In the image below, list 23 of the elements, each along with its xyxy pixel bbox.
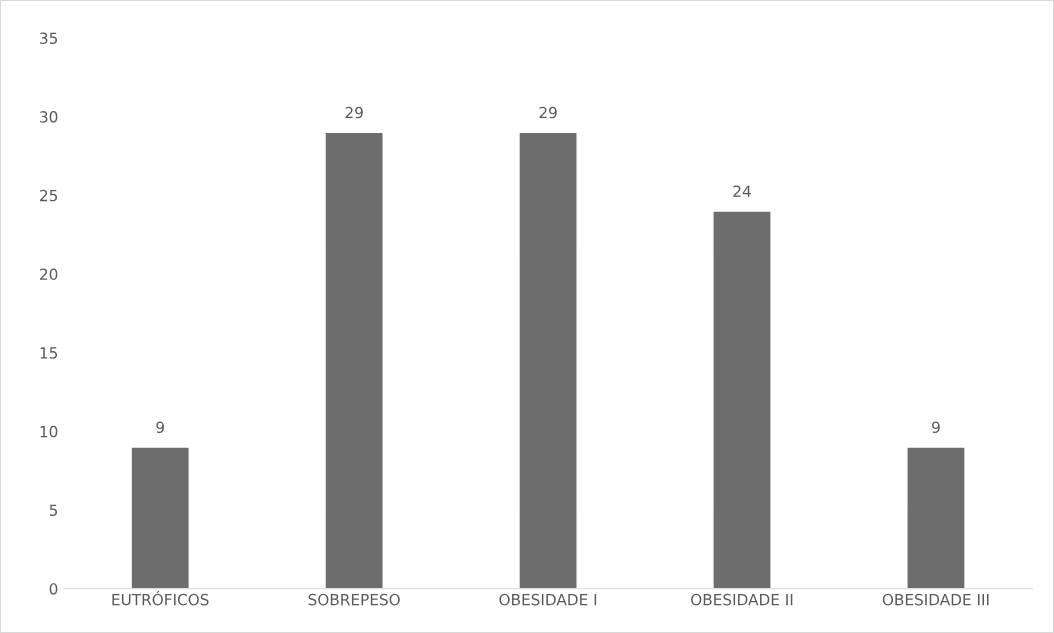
bar [906,446,966,589]
y-tick-label: 35 [40,32,58,44]
data-label: 29 [345,106,363,119]
data-label: 9 [932,421,940,434]
data-label: 24 [733,185,751,197]
bar [130,446,190,589]
y-tick-label: 30 [40,111,58,123]
data-label: 29 [539,106,557,119]
x-tick-label: OBESIDADE III [882,593,989,606]
data-label: 9 [156,421,164,434]
x-tick-label: OBESIDADE I [499,593,597,606]
y-tick-label: 0 [49,583,58,595]
y-tick-label: 10 [40,425,58,438]
y-tick-label: 20 [40,268,58,281]
bar [518,131,578,589]
bar [712,210,772,589]
bar [324,131,384,589]
x-tick-label: SOBREPESO [308,593,400,606]
y-tick-label: 15 [40,347,58,359]
y-tick-label: 25 [40,189,58,202]
x-tick-label: EUTRÓFICOS [112,591,209,606]
y-tick-label: 5 [49,504,58,517]
x-tick-label: OBESIDADE II [691,593,793,606]
